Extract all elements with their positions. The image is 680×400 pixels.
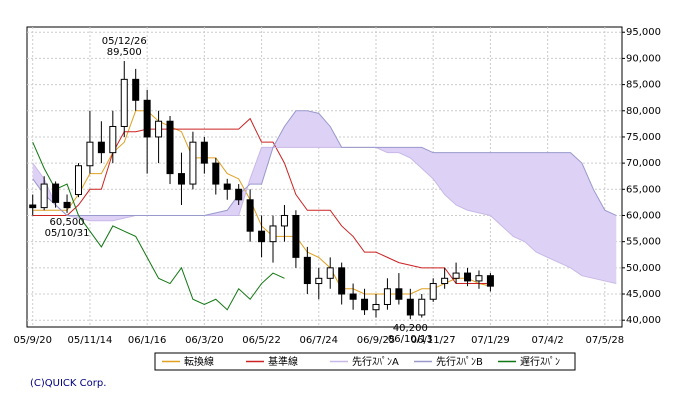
x-tick-label: 05/11/14 [67,335,112,346]
candle-body [29,204,37,209]
y-tick-label: 55,000 [626,237,661,248]
candle-body [223,183,231,190]
line-series [32,146,617,285]
candle-body [429,283,437,300]
legend [154,352,576,371]
annotation-label: 40,200 [393,323,428,334]
candle-body [189,141,197,185]
y-tick-label: 65,000 [626,184,661,195]
candle-body [155,120,163,138]
candle-body [338,267,346,295]
annotation-date: 05/12/26 [102,36,147,47]
candle-body [280,214,288,227]
y-tick-label: 60,000 [626,210,661,221]
legend-label: 遅行ｽﾊﾟﾝ [520,355,560,368]
x-tick-label: 06/3/20 [185,335,224,346]
candle-body [292,214,300,258]
candle-body [86,141,94,167]
candle-body [74,165,82,196]
legend-label: 先行ｽﾊﾟﾝA [352,355,399,368]
cloud [32,110,617,284]
candle-body [63,201,71,209]
candle-body [349,293,357,300]
x-tick-label: 05/9/20 [13,335,52,346]
y-tick-label: 80,000 [626,106,661,117]
y-tick-label: 90,000 [626,53,661,64]
candle-body [486,275,494,287]
candle-body [315,277,323,285]
y-tick-label: 85,000 [626,80,661,91]
x-tick-label: 06/7/24 [299,335,338,346]
candle-body [441,277,449,285]
annotation-label: 60,500 [50,217,85,228]
x-tick-label: 07/4/2 [532,335,564,346]
candle-body [303,256,311,285]
legend-label: 転換線 [184,355,214,368]
candle-body [464,272,472,282]
line-series [32,110,617,216]
annotation-date: 05/10/31 [45,228,90,239]
candle-body [109,125,117,154]
candle-body [269,225,277,243]
y-tick-label: 45,000 [626,289,661,300]
annotation-date: 06/10/13 [388,334,433,345]
candle-body [177,173,185,185]
line-series [32,117,491,285]
x-tick-label: 07/5/28 [586,335,625,346]
candle-body [97,141,105,154]
credit: (C)QUICK Corp. [30,378,106,389]
candle-body [143,99,151,138]
candle-body [200,141,208,164]
candle-body [246,199,254,232]
candle-body [326,267,334,279]
candle-body [452,272,460,279]
candle-body [235,188,243,201]
line-series [32,141,285,311]
candle-body [132,78,140,101]
candle-body [361,298,369,311]
annotation-label: 89,500 [107,47,142,58]
x-tick-label: 06/9/25 [357,335,396,346]
y-tick-label: 70,000 [626,158,661,169]
x-tick-label: 06/1/16 [128,335,167,346]
candle-body [40,183,48,209]
legend-label: 基準線 [268,355,298,368]
candle-body [372,303,380,311]
candle-body [212,162,220,185]
candle-body [475,275,483,282]
y-tick-label: 40,000 [626,315,661,326]
x-tick-label: 06/5/22 [242,335,281,346]
legend-label: 先行ｽﾊﾟﾝB [436,355,483,368]
y-tick-label: 50,000 [626,263,661,274]
candle-body [166,120,174,175]
candle-body [406,298,414,316]
candle-body [383,288,391,305]
candle-body [395,288,403,300]
candle-body [258,230,266,243]
y-tick-label: 95,000 [626,27,661,38]
y-tick-label: 75,000 [626,132,661,143]
candle-body [418,298,426,316]
candle-body [52,183,60,203]
x-tick-label: 07/1/29 [471,335,510,346]
candle-body [120,78,128,127]
x-tick-label: 06/11/27 [411,335,456,346]
